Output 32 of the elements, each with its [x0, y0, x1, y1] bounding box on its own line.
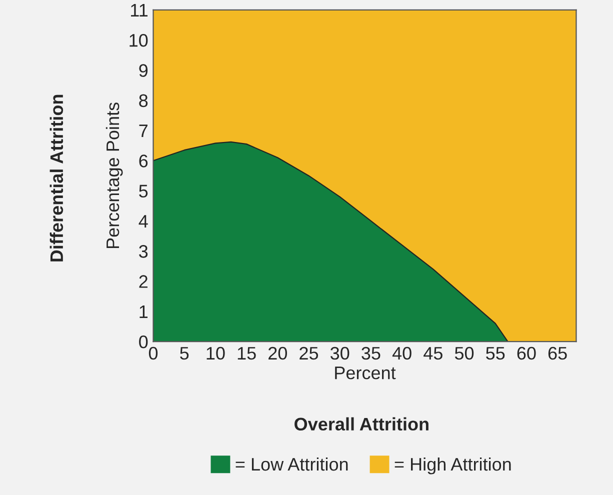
y-tick-label: 4: [138, 215, 148, 228]
x-tick-label: 10: [206, 346, 225, 360]
text: Differential Attrition: [50, 94, 64, 262]
y-tick-label: 11: [131, 4, 148, 16]
y-tick-label: 5: [139, 184, 148, 198]
y-axis-title: Percentage Points: [106, 102, 123, 248]
y-tick-label: 6: [139, 154, 148, 168]
x-tick-label: 20: [268, 346, 287, 360]
y-tick-label: 9: [139, 64, 148, 77]
text: Overall Attrition: [294, 417, 428, 431]
y-tick-label: 7: [139, 124, 148, 138]
legend-label: = High Attrition: [394, 457, 511, 474]
x-tick-label: 40: [392, 346, 412, 360]
y-tick-label: 8: [139, 94, 148, 108]
x-tick-label: 45: [424, 347, 442, 360]
x-tick-label: 15: [238, 347, 256, 360]
x-tick-label: 5: [180, 347, 189, 360]
x-tick-label: 25: [300, 346, 318, 360]
y-tick-label: 3: [139, 245, 148, 258]
y-tick-label: 1: [140, 306, 148, 318]
x-tick-label: 30: [330, 346, 350, 360]
legend-label: = Low Attrition: [236, 457, 348, 471]
x-tick-label: 0: [148, 346, 158, 360]
x-tick-label: 50: [454, 346, 474, 360]
x-tick-label: 65: [548, 346, 567, 360]
y-tick-label: 10: [130, 34, 148, 47]
x-tick-label: 35: [362, 346, 380, 360]
x-tick-label: 60: [517, 346, 536, 360]
y-tick-label: 2: [139, 275, 148, 288]
x-tick-label: 55: [486, 347, 505, 360]
y-tick-label: 0: [139, 335, 148, 348]
x-axis-title: Percent: [335, 366, 396, 380]
